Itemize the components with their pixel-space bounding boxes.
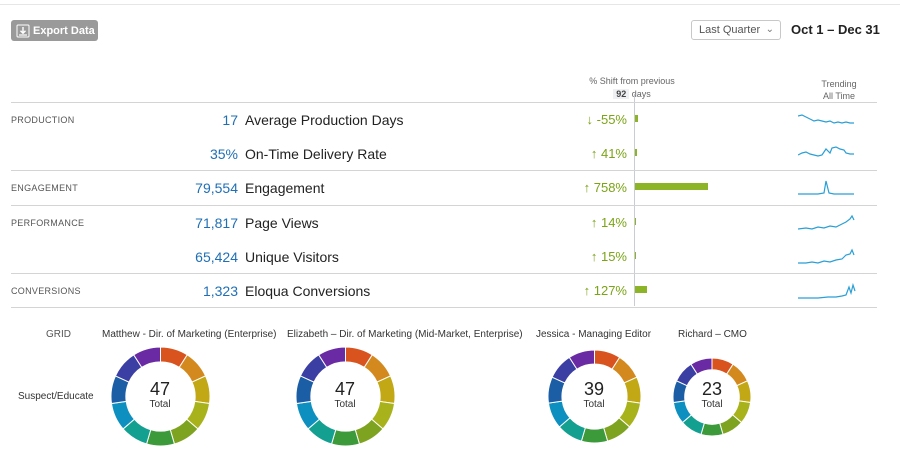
metric-value: 17 (222, 112, 238, 128)
metric-value: 71,817 (195, 215, 238, 231)
shift-value: ↑ 14% (590, 215, 627, 230)
metric-value: 65,424 (195, 249, 238, 265)
metric-row[interactable]: 65,424 Unique Visitors ↑ 15% (0, 240, 900, 274)
trend-sparkline (798, 282, 856, 299)
donut-chart[interactable] (295, 346, 396, 447)
trend-sparkline (798, 180, 854, 195)
metric-value: 79,554 (195, 180, 238, 196)
category-production: PRODUCTION (11, 115, 75, 125)
shift-value: ↑ 41% (590, 146, 627, 161)
shift-value: ↑ 127% (583, 283, 627, 298)
donut-total-label: Total (701, 399, 723, 410)
donut-chart[interactable] (672, 357, 752, 437)
metric-value: 1,323 (202, 283, 238, 299)
top-divider (0, 4, 900, 5)
trend-sparkline (798, 248, 855, 264)
person-header: Elizabeth – Dir. of Marketing (Mid-Marke… (287, 329, 523, 340)
row-divider (11, 205, 877, 206)
shift-zero-axis (634, 94, 635, 306)
metric-row[interactable]: 79,554 Engagement ↑ 758% (0, 171, 900, 205)
row-divider (11, 273, 877, 274)
donut-center: 47 Total (130, 379, 190, 410)
shift-value: ↓ -55% (586, 112, 627, 127)
person-header: Matthew - Dir. of Marketing (Enterprise) (102, 329, 277, 340)
metric-label: On-Time Delivery Rate (245, 146, 387, 162)
category-performance: PERFORMANCE (11, 218, 85, 228)
download-icon (16, 24, 30, 37)
row-divider (11, 307, 877, 308)
shift-bar (635, 115, 638, 122)
person-header: Richard – CMO (678, 329, 747, 340)
donut-total: 47 (334, 379, 356, 399)
shift-value: ↑ 15% (590, 249, 627, 264)
metric-row[interactable]: 1,323 Eloqua Conversions ↑ 127% (0, 274, 900, 308)
person-header: Jessica - Managing Editor (536, 329, 652, 340)
date-range-select-value: Last Quarter (699, 24, 761, 36)
shift-bar (635, 252, 636, 259)
donut-segment[interactable] (318, 346, 346, 369)
metric-label: Unique Visitors (245, 249, 339, 265)
trend-sparkline (798, 214, 855, 230)
donut-total: 47 (149, 379, 171, 399)
metric-label: Average Production Days (245, 112, 404, 128)
metric-row[interactable]: 71,817 Page Views ↑ 14% (0, 206, 900, 240)
shift-column-header: % Shift from previous 92 days (560, 76, 704, 99)
row-divider (11, 102, 877, 103)
trending-header-line1: Trending (821, 79, 857, 89)
donut-center: 39 Total (564, 379, 624, 410)
export-data-button[interactable]: Export Data (11, 20, 98, 41)
shift-bar (635, 149, 637, 156)
chevron-down-icon: ⌄ (765, 24, 774, 35)
donut-center: 47 Total (315, 379, 375, 410)
date-range-label: Oct 1 – Dec 31 (791, 22, 880, 37)
metric-row[interactable]: 17 Average Production Days ↓ -55% (0, 103, 900, 137)
date-range-select[interactable]: Last Quarter ⌄ (691, 20, 781, 40)
trending-column-header: Trending All Time (800, 78, 878, 102)
stage-label: Suspect/Educate (18, 391, 94, 402)
donut-segment[interactable] (690, 357, 713, 375)
shift-days-unit: days (631, 89, 651, 99)
donut-segment[interactable] (580, 427, 609, 444)
shift-bar (635, 286, 647, 293)
donut-chart[interactable] (547, 349, 642, 444)
row-divider (11, 170, 877, 171)
shift-bar (635, 183, 708, 190)
donut-segment[interactable] (330, 429, 361, 447)
donut-total-label: Total (583, 399, 605, 410)
donut-segment[interactable] (133, 346, 161, 369)
category-conversions: CONVERSIONS (11, 286, 81, 296)
donut-center: 23 Total (682, 379, 742, 410)
donut-segment[interactable] (145, 429, 176, 447)
metric-label: Engagement (245, 180, 325, 196)
donut-segment[interactable] (568, 349, 595, 370)
shift-value: ↑ 758% (583, 180, 627, 195)
donut-total-label: Total (149, 399, 171, 410)
metric-value: 35% (209, 146, 238, 162)
donut-total: 23 (701, 379, 723, 399)
shift-header-text: % Shift from previous (589, 76, 675, 86)
category-engagement: ENGAGEMENT (11, 183, 79, 193)
export-data-label: Export Data (33, 24, 95, 37)
metric-row[interactable]: 35% On-Time Delivery Rate ↑ 41% (0, 137, 900, 171)
donut-chart[interactable] (110, 346, 211, 447)
grid-label: GRID (46, 329, 71, 340)
trend-sparkline (798, 146, 854, 157)
trending-header-line2: All Time (822, 91, 855, 101)
donut-total: 39 (583, 379, 605, 399)
donut-segment[interactable] (700, 422, 724, 437)
trend-sparkline (798, 114, 854, 124)
metric-label: Page Views (245, 215, 319, 231)
metric-label: Eloqua Conversions (245, 283, 371, 299)
donut-total-label: Total (334, 399, 356, 410)
shift-days-badge: 92 (613, 89, 630, 99)
shift-bar (635, 218, 636, 225)
